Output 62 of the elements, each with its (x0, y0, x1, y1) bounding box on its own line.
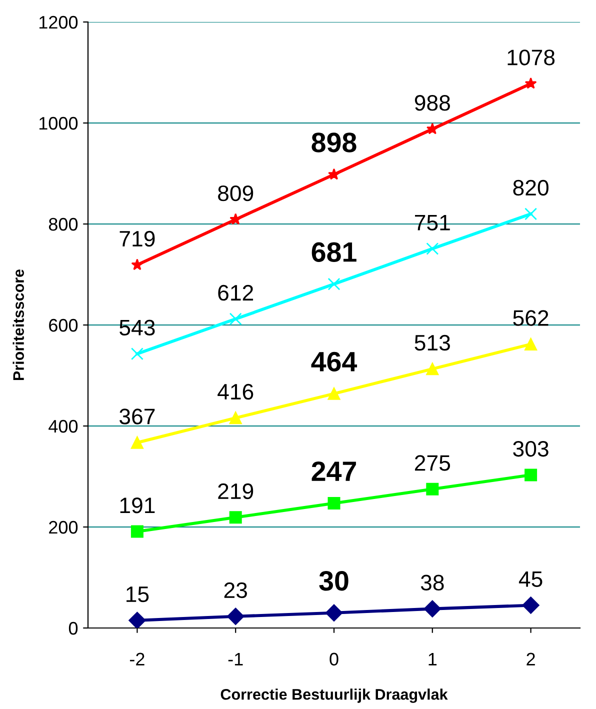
y-tick-label: 0 (68, 622, 78, 635)
point (328, 278, 340, 290)
x-tick-label: -1 (228, 652, 243, 666)
y-tick-label: 600 (49, 318, 78, 332)
data-label: 191 (120, 498, 155, 514)
point (328, 168, 340, 180)
point (325, 604, 343, 622)
data-label: 562 (513, 310, 548, 326)
point (426, 242, 439, 255)
point (522, 596, 540, 614)
data-label: 719 (120, 230, 155, 247)
point (328, 497, 340, 510)
data-label: 247 (312, 461, 356, 481)
point (524, 208, 538, 220)
point (328, 387, 340, 400)
point (130, 525, 144, 538)
x-tick-label: 0 (330, 652, 338, 666)
point (128, 612, 146, 628)
x-axis-title: Correctie Bestuurlijk Draagvlak (220, 688, 448, 703)
data-label: 820 (513, 180, 548, 196)
data-label: 1078 (508, 50, 555, 66)
data-label: 809 (218, 185, 254, 202)
point (227, 608, 244, 625)
point (524, 77, 537, 89)
data-label: 513 (414, 334, 450, 351)
x-tick-label: -2 (130, 652, 144, 666)
data-label: 612 (218, 284, 254, 301)
point (229, 511, 242, 524)
point (426, 362, 439, 376)
data-label: 275 (414, 455, 450, 471)
point (130, 436, 144, 449)
point (229, 312, 242, 326)
x-tick-label: 2 (526, 652, 535, 666)
data-label: 45 (518, 571, 542, 587)
y-tick-label: 400 (48, 420, 78, 433)
data-label: 416 (218, 384, 254, 400)
point (131, 258, 144, 270)
y-axis-title: Prioriteitsscore (12, 269, 24, 380)
point (229, 412, 242, 424)
y-tick-label: 200 (49, 520, 78, 534)
data-label: 988 (414, 95, 450, 111)
data-label: 38 (420, 574, 444, 591)
y-tick-label: 1200 (39, 16, 78, 29)
data-label: 464 (311, 352, 358, 372)
data-label: 898 (312, 132, 356, 152)
data-label: 30 (319, 571, 348, 591)
data-label: 219 (218, 483, 254, 500)
data-label: 367 (120, 408, 155, 424)
point (524, 338, 538, 350)
data-label: 681 (312, 242, 356, 262)
point (426, 482, 439, 496)
data-label: 15 (126, 586, 149, 602)
y-tick-label: 1000 (39, 116, 78, 130)
point (424, 600, 441, 618)
point (426, 122, 438, 134)
point (130, 348, 144, 360)
y-tick-label: 800 (48, 218, 78, 231)
data-label: 303 (513, 440, 548, 457)
x-tick-label: 1 (428, 652, 437, 666)
point (230, 213, 242, 225)
data-label: 23 (224, 582, 247, 598)
point (524, 468, 538, 482)
